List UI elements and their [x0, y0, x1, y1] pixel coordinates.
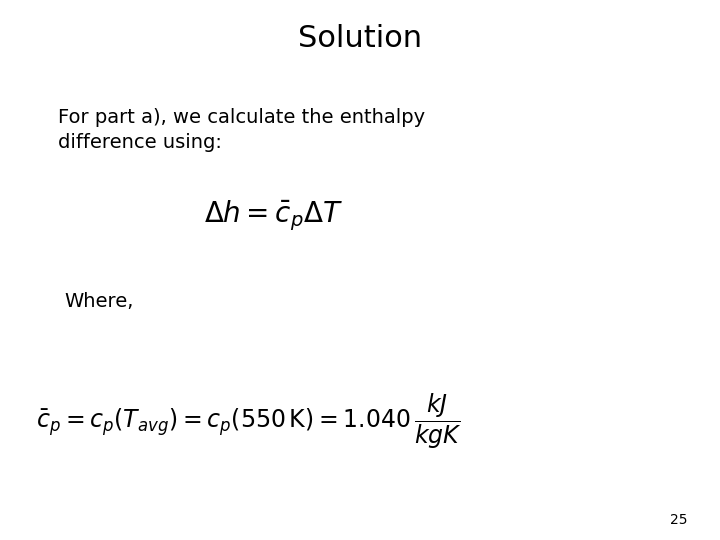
Text: For part a), we calculate the enthalpy
difference using:: For part a), we calculate the enthalpy d…: [58, 108, 425, 152]
Text: Solution: Solution: [298, 24, 422, 53]
Text: 25: 25: [670, 512, 688, 526]
Text: Where,: Where,: [65, 292, 134, 310]
Text: $\Delta h = \bar{c}_p \Delta T$: $\Delta h = \bar{c}_p \Delta T$: [204, 199, 343, 233]
Text: $\bar{c}_p = c_p(T_{avg}) = c_p(550\,\mathrm{K}) = 1.040\,\dfrac{kJ}{kgK}$: $\bar{c}_p = c_p(T_{avg}) = c_p(550\,\ma…: [36, 392, 462, 451]
